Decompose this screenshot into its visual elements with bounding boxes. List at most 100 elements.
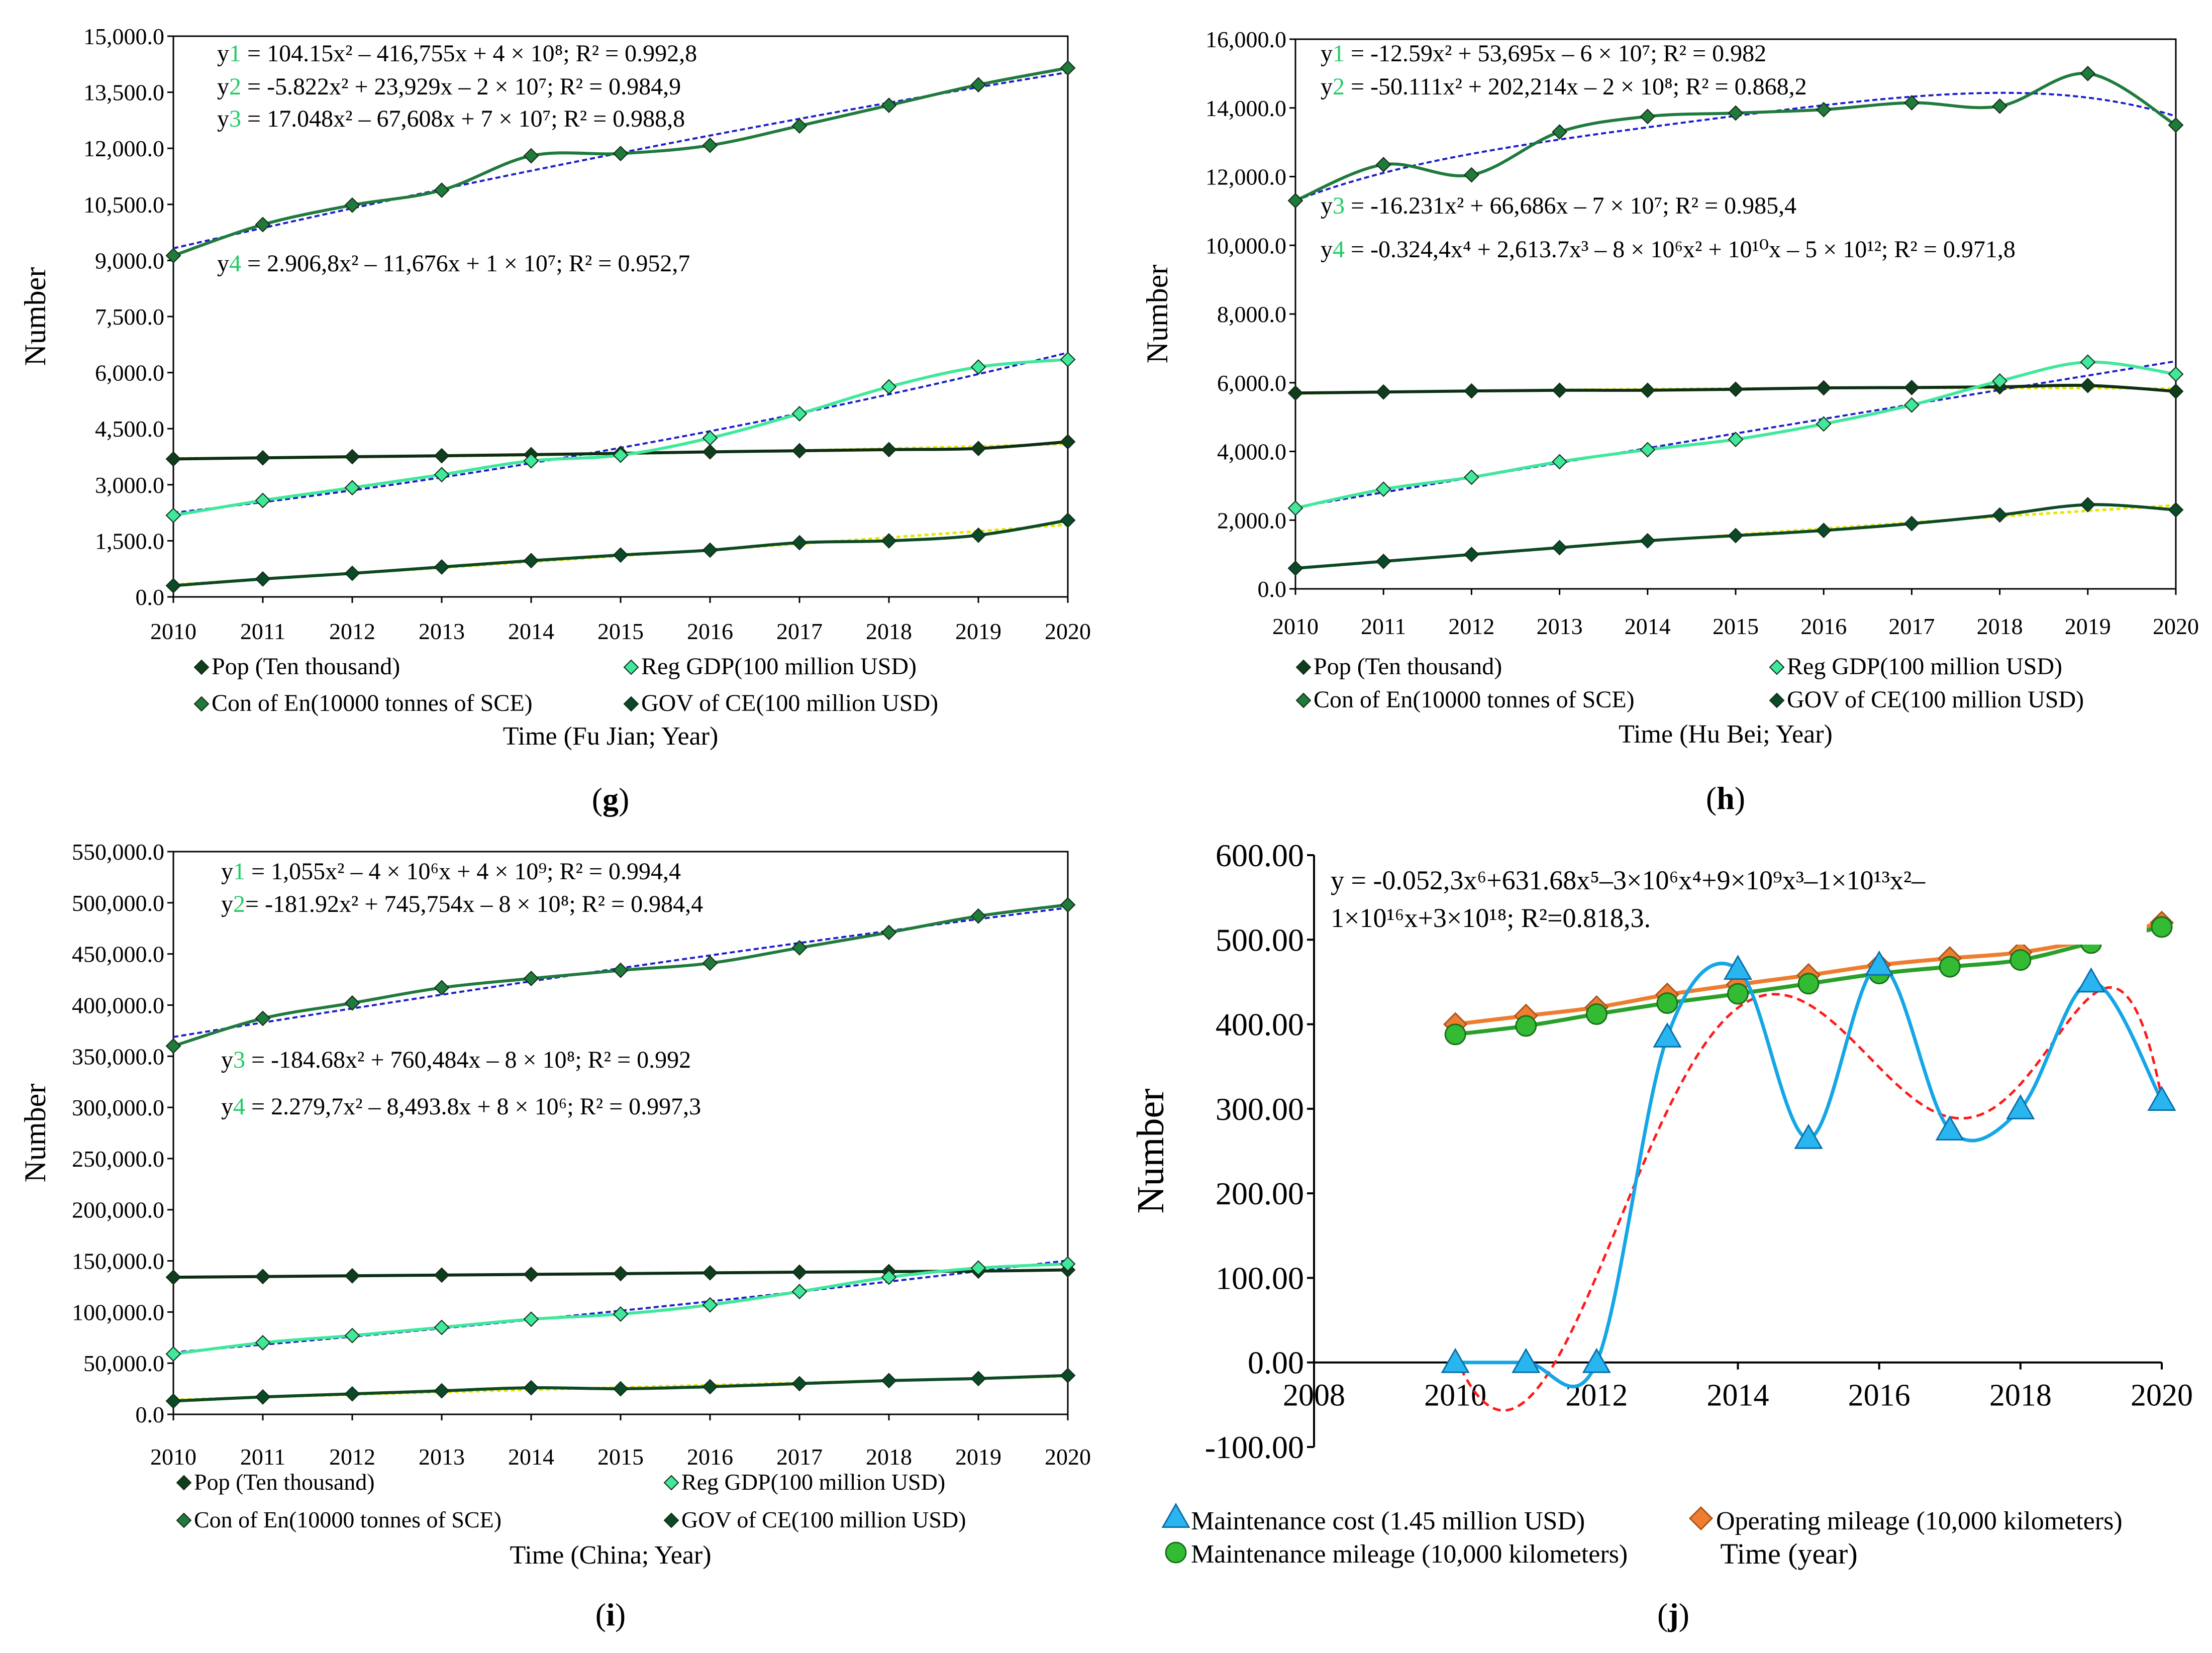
data-point-gdp: [1463, 469, 1479, 485]
data-point-gdp: [1992, 373, 2008, 389]
legend-marker-en: [176, 1512, 192, 1528]
equation-index: 3: [1333, 192, 1345, 219]
legend-label-pop: Pop (Ten thousand): [212, 653, 400, 680]
data-point-gdp: [255, 492, 271, 508]
legend-marker-operating-mileage: [1688, 1506, 1714, 1531]
plot-frame: [1294, 38, 2177, 590]
y-tick-label: 9,000.0: [95, 248, 164, 273]
y-tick-label: 10,500.0: [83, 192, 164, 218]
panel-paren-open: (: [595, 1597, 606, 1632]
equation-2: y2 = -50.111x² + 202,214x – 2 × 10⁸; R² …: [1321, 73, 1807, 100]
y-tick-label: 400,000.0: [72, 992, 164, 1018]
data-point-en: [881, 97, 897, 114]
y-axis-label: Number: [19, 267, 52, 366]
data-point-en: [613, 962, 629, 978]
data-point-gov: [970, 527, 986, 543]
data-point-gdp: [434, 467, 450, 483]
data-point-en: [2080, 65, 2096, 81]
equation-body: = -181.92x² + 745,754x – 8 × 10⁸; R² = 0…: [245, 891, 703, 917]
data-point-en: [523, 971, 539, 986]
equation-line: 1×10¹⁶x+3×10¹⁸; R²=0.818,3.: [1331, 903, 1651, 933]
legend-marker-gov: [623, 696, 639, 712]
x-axis-label: Time (Fu Jian; Year): [503, 722, 719, 751]
y-tick-label: 600.00: [1216, 838, 1304, 873]
data-point-pop: [2080, 377, 2096, 393]
y-tick-label: 150,000.0: [72, 1249, 164, 1274]
equation-3: y3 = -184.68x² + 760,484x – 8 × 10⁸; R² …: [221, 1047, 691, 1073]
data-point-gov: [1287, 560, 1303, 576]
equation-body: = 1,055x² – 4 × 10⁶x + 4 × 10⁹; R² = 0.9…: [245, 858, 681, 885]
data-point-pop: [881, 442, 897, 458]
x-tick-label: 2014: [1625, 613, 1671, 639]
legend-marker-en: [1295, 692, 1312, 708]
x-tick-label: 2011: [1361, 613, 1406, 639]
data-point-gov: [434, 559, 450, 575]
x-tick-label: 2010: [1424, 1379, 1486, 1413]
data-point-pop: [344, 449, 360, 465]
legend-marker-gov: [663, 1512, 679, 1528]
legend-marker-gdp: [663, 1475, 679, 1491]
data-point-maintenance-cost: [2006, 1094, 2035, 1119]
data-point-maintenance-cost: [1794, 1123, 1823, 1149]
y-tick-label: 0.00: [1248, 1345, 1304, 1381]
data-point-en: [255, 1010, 271, 1026]
x-tick-label: 2011: [240, 1444, 285, 1470]
data-point-maintenance-mileage: [1656, 992, 1678, 1014]
x-tick-label: 2020: [1045, 1444, 1091, 1470]
legend-label-pop: Pop (Ten thousand): [1314, 653, 1502, 680]
data-point-maintenance-mileage: [1797, 973, 1820, 995]
x-axis-label: Time (China; Year): [510, 1541, 711, 1570]
equation-index: 4: [1333, 236, 1345, 263]
equation-prefix: y: [221, 1047, 233, 1073]
equation-prefix: y: [217, 73, 229, 100]
equation-body: = 2.279,7x² – 8,493.8x + 8 × 10⁶; R² = 0…: [245, 1093, 701, 1120]
data-point-gov: [613, 547, 629, 563]
equation-prefix: y: [217, 40, 229, 67]
x-tick-label: 2012: [329, 1444, 375, 1470]
x-tick-label: 2020: [2153, 613, 2199, 639]
panel-letter: g: [602, 781, 619, 817]
x-tick-label: 2011: [240, 618, 285, 644]
x-tick-label: 2020: [2131, 1379, 2193, 1413]
y-axis-label: Number: [19, 1084, 52, 1183]
data-point-gdp: [613, 447, 629, 463]
equation-body: = -5.822x² + 23,929x – 2 × 10⁷; R² = 0.9…: [241, 73, 681, 100]
data-point-gdp: [970, 359, 986, 375]
data-point-en: [434, 980, 450, 996]
y-tick-label: 500,000.0: [72, 890, 164, 916]
y-tick-label: 0.0: [1258, 576, 1287, 602]
data-point-pop: [1640, 382, 1656, 398]
data-point-gdp: [344, 480, 360, 496]
y-tick-label: 12,000.0: [1205, 164, 1286, 190]
equation-prefix: y: [1321, 192, 1333, 219]
x-tick-label: 2010: [150, 618, 196, 644]
data-point-maintenance-mileage: [2151, 916, 2173, 938]
data-point-pop: [2168, 383, 2184, 399]
data-point-gov: [881, 1373, 897, 1389]
data-point-gov: [344, 565, 360, 581]
data-point-pop: [791, 443, 808, 459]
equation-index: 1: [1333, 40, 1345, 67]
y-tick-label: 300.00: [1216, 1091, 1304, 1127]
legend-label-gov: GOV of CE(100 million USD): [681, 1507, 966, 1532]
legend-label-en: Con of En(10000 tonnes of SCE): [1314, 686, 1635, 713]
y-tick-label: 3,000.0: [95, 472, 164, 498]
data-point-gov: [434, 1383, 450, 1399]
x-tick-label: 2015: [1713, 613, 1759, 639]
plot-frame: [172, 851, 1069, 1415]
data-point-en: [970, 908, 986, 924]
x-tick-label: 2015: [597, 618, 644, 644]
x-tick-label: 2015: [597, 1444, 644, 1470]
panel-paren-open: (: [1706, 780, 1717, 816]
x-tick-label: 2014: [508, 1444, 554, 1470]
data-point-en: [1728, 105, 1744, 121]
panel-label-h: (h): [1706, 780, 1745, 816]
data-point-gov: [1816, 523, 1832, 539]
x-tick-label: 2010: [150, 1444, 196, 1470]
data-point-gov: [1552, 540, 1568, 556]
y-tick-label: 100.00: [1216, 1260, 1304, 1296]
panel-letter: h: [1717, 780, 1735, 816]
data-point-pop: [1728, 381, 1744, 397]
y-tick-label: 13,500.0: [83, 80, 164, 106]
y-axis-label: Number: [1141, 265, 1174, 364]
